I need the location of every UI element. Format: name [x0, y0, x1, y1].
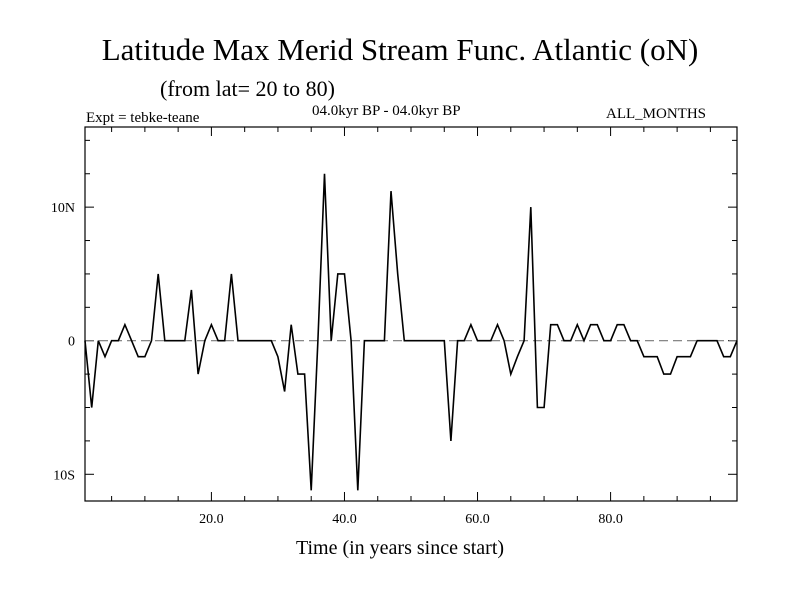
series-line [84, 173, 738, 491]
tick-marks [85, 127, 737, 501]
period-label: 04.0kyr BP - 04.0kyr BP [312, 103, 461, 119]
chart-subtitle: (from lat= 20 to 80) [160, 76, 335, 101]
x-tick-label: 80.0 [598, 512, 623, 527]
y-tick-label: 10S [53, 468, 75, 483]
tick-labels: 20.0 40.0 60.0 80.0 10N 0 10S [51, 201, 623, 527]
x-tick-label: 60.0 [465, 512, 490, 527]
x-tick-label: 20.0 [199, 512, 224, 527]
chart-title: Latitude Max Merid Stream Func. Atlantic… [101, 32, 699, 67]
months-label: ALL_MONTHS [606, 106, 706, 122]
y-tick-label: 0 [68, 335, 75, 350]
series-group [84, 173, 738, 491]
y-tick-label: 10N [51, 201, 75, 216]
x-tick-label: 40.0 [332, 512, 357, 527]
x-axis-label: Time (in years since start) [295, 537, 505, 559]
experiment-label: Expt = tebke-teane [86, 110, 200, 126]
plot-frame [84, 126, 738, 502]
